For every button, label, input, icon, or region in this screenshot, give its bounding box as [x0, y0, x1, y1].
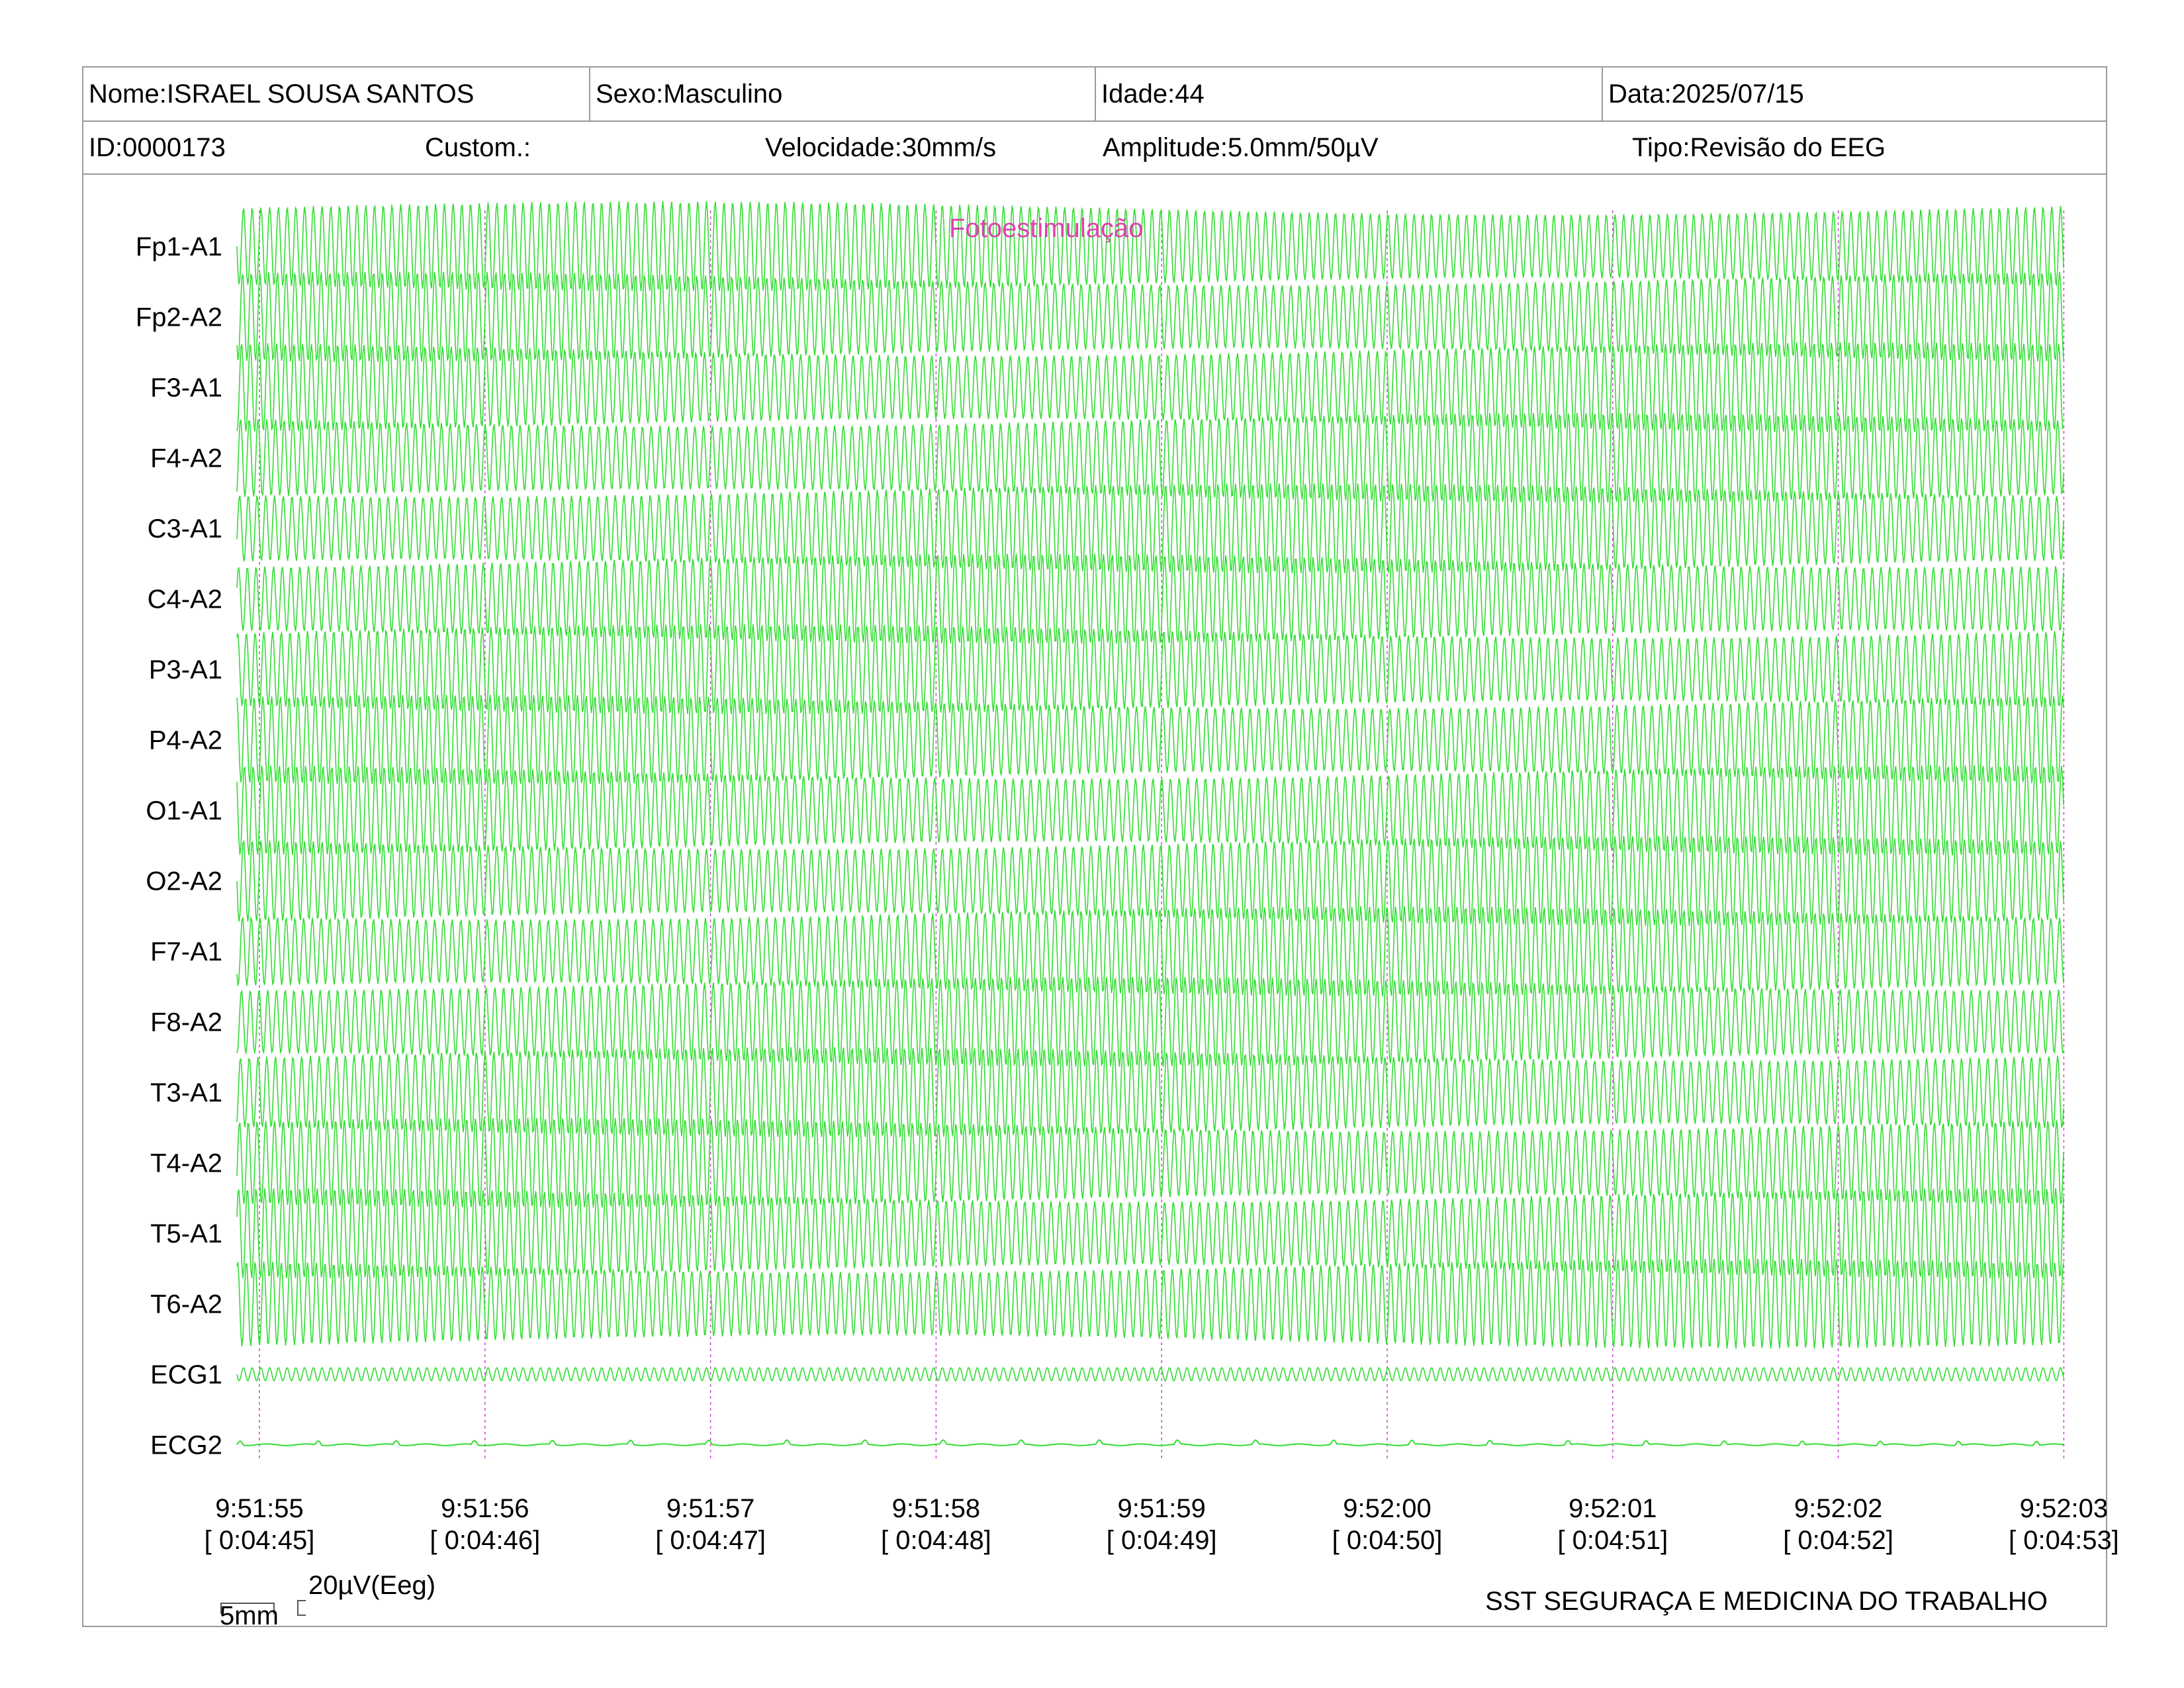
time-elapsed-label: [ 0:04:46]	[430, 1526, 540, 1555]
patient-age: Idade:44	[1095, 68, 1602, 120]
waveform-t6-a2	[236, 1258, 2064, 1349]
channel-label-p3-a1: P3-A1	[149, 655, 222, 684]
channel-label-t5-a1: T5-A1	[150, 1219, 222, 1248]
channel-label-t4-a2: T4-A2	[150, 1149, 222, 1178]
photostimulation-annotation: Fotoestimulação	[949, 214, 1143, 243]
time-clock-label: 9:51:58	[892, 1494, 980, 1523]
waveform-o2-a2	[236, 835, 2064, 926]
time-clock-label: 9:51:57	[666, 1494, 754, 1523]
channel-label-f8-a2: F8-A2	[150, 1008, 222, 1037]
channel-waveforms	[236, 201, 2064, 1446]
time-clock-label: 9:52:02	[1794, 1494, 1882, 1523]
time-clock-label: 9:51:55	[215, 1494, 303, 1523]
channel-label-ecg2: ECG2	[150, 1431, 222, 1460]
channel-label-f4-a2: F4-A2	[150, 444, 222, 473]
channel-label-f7-a1: F7-A1	[150, 937, 222, 966]
time-clock-label: 9:51:56	[441, 1494, 529, 1523]
waveform-fp2-a2	[236, 271, 2064, 362]
scale-bar: 5mm 20µV(Eeg)	[220, 1571, 435, 1630]
time-elapsed-label: [ 0:04:53]	[2009, 1526, 2119, 1555]
channel-label-t3-a1: T3-A1	[150, 1078, 222, 1107]
waveform-t4-a2	[236, 1117, 2064, 1208]
header-row-1: Nome:ISRAEL SOUSA SANTOS Sexo:Masculino …	[83, 68, 2106, 122]
waveform-c3-a1	[236, 483, 2064, 573]
waveform-f7-a1	[236, 906, 2064, 997]
time-elapsed-label: [ 0:04:49]	[1107, 1526, 1217, 1555]
time-clock-label: 9:51:59	[1117, 1494, 1205, 1523]
channel-label-c3-a1: C3-A1	[148, 514, 222, 543]
time-elapsed-label: [ 0:04:50]	[1332, 1526, 1443, 1555]
time-scale-bracket	[220, 1603, 275, 1614]
channel-label-o2-a2: O2-A2	[146, 867, 222, 896]
waveform-ecg2	[236, 1439, 2064, 1446]
amplitude-scale-label: 20µV(Eeg)	[308, 1571, 435, 1600]
waveform-p3-a1	[236, 624, 2064, 714]
waveform-t3-a1	[236, 1047, 2064, 1138]
channel-label-fp2-a2: Fp2-A2	[136, 303, 222, 332]
waveform-p4-a2	[236, 694, 2064, 785]
waveform-t5-a1	[236, 1188, 2064, 1278]
header-row-2: ID:0000173 Custom.: Velocidade:30mm/s Am…	[83, 122, 2106, 175]
report-frame: Nome:ISRAEL SOUSA SANTOS Sexo:Masculino …	[82, 66, 2107, 1627]
channel-label-ecg1: ECG1	[150, 1360, 222, 1389]
channel-label-t6-a2: T6-A2	[150, 1290, 222, 1319]
channel-label-o1-a1: O1-A1	[146, 796, 222, 825]
time-clock-label: 9:52:00	[1343, 1494, 1431, 1523]
patient-id: ID:0000173	[89, 132, 226, 162]
waveform-f4-a2	[236, 412, 2064, 503]
channel-label-p4-a2: P4-A2	[149, 726, 222, 755]
channel-label-c4-a2: C4-A2	[148, 585, 222, 614]
channel-label-f3-a1: F3-A1	[150, 373, 222, 402]
time-elapsed-label: [ 0:04:51]	[1557, 1526, 1668, 1555]
patient-name: Nome:ISRAEL SOUSA SANTOS	[89, 79, 475, 109]
time-elapsed-label: [ 0:04:45]	[205, 1526, 315, 1555]
speed-setting: Velocidade:30mm/s	[765, 132, 997, 162]
custom-field: Custom.:	[425, 132, 531, 162]
time-scale-label: 5mm	[220, 1601, 279, 1630]
waveform-o1-a1	[236, 765, 2064, 856]
time-elapsed-label: [ 0:04:48]	[881, 1526, 991, 1555]
clinic-name: SST SEGURAÇA E MEDICINA DO TRABALHO	[1485, 1587, 2048, 1616]
time-clock-label: 9:52:01	[1569, 1494, 1657, 1523]
exam-date: Data:2025/07/15	[1602, 68, 2107, 120]
waveform-fp1-a1	[236, 201, 2064, 292]
waveform-c4-a2	[236, 553, 2064, 644]
waveform-f8-a2	[236, 976, 2064, 1067]
amplitude-setting: Amplitude:5.0mm/50µV	[1103, 132, 1379, 162]
channel-label-fp1-a1: Fp1-A1	[136, 232, 222, 261]
exam-type: Tipo:Revisão do EEG	[1632, 132, 1886, 162]
waveform-f3-a1	[236, 342, 2064, 433]
time-clock-label: 9:52:03	[2020, 1494, 2108, 1523]
amplitude-scale-bracket	[297, 1600, 306, 1616]
waveform-ecg1	[236, 1366, 2064, 1382]
time-axis-labels: 9:51:55 [ 0:04:45] 9:51:56 [ 0:04:46] 9:51:5…	[205, 1494, 2119, 1555]
time-elapsed-label: [ 0:04:52]	[1783, 1526, 1893, 1555]
time-elapsed-label: [ 0:04:47]	[655, 1526, 766, 1555]
patient-sex: Sexo:Masculino	[589, 68, 1095, 120]
channel-labels: Fp1-A1 Fp2-A2 F3-A1 F4-A2 C3-A1 C4-A2 P3-A1 P4-…	[136, 232, 222, 1460]
